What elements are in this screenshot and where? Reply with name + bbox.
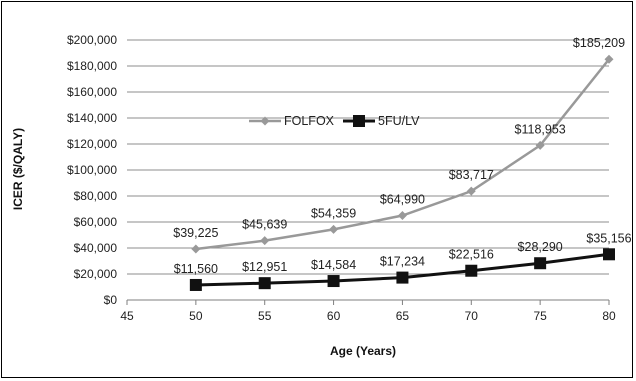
x-tick-label: 75 bbox=[533, 309, 547, 323]
x-tick-label: 70 bbox=[465, 309, 479, 323]
data-labels: $39,225 $45,639 $54,359 $64,990 $83,717 $118,… bbox=[173, 36, 631, 276]
data-label: $17,234 bbox=[380, 255, 425, 269]
y-tick-label: $200,000 bbox=[67, 33, 117, 47]
y-tick-label: $20,000 bbox=[74, 267, 118, 281]
data-point-folfox bbox=[329, 224, 339, 234]
x-tick-label: 60 bbox=[327, 309, 341, 323]
data-point-folfox bbox=[604, 54, 614, 64]
data-point-folfox bbox=[466, 186, 476, 196]
y-tick-label: $100,000 bbox=[67, 163, 117, 177]
data-label: $185,209 bbox=[573, 36, 625, 50]
x-tick-label: 55 bbox=[258, 309, 272, 323]
x-tick-label: 65 bbox=[396, 309, 410, 323]
data-point-5fu-lv bbox=[189, 278, 202, 291]
y-tick-label: $140,000 bbox=[67, 111, 117, 125]
x-tick-label: 45 bbox=[120, 309, 134, 323]
y-tick-label: $120,000 bbox=[67, 137, 117, 151]
x-axis-title: Age (Years) bbox=[330, 344, 396, 358]
series-layer bbox=[189, 54, 615, 291]
data-label: $83,717 bbox=[449, 168, 494, 182]
data-point-folfox bbox=[191, 244, 201, 254]
y-tick-label: $80,000 bbox=[74, 189, 118, 203]
legend-label: FOLFOX bbox=[284, 114, 335, 128]
y-tick-label: $40,000 bbox=[74, 241, 118, 255]
y-axis-title: ICER ($/QALY) bbox=[11, 128, 25, 210]
data-label: $45,639 bbox=[242, 218, 287, 232]
legend-label: 5FU/LV bbox=[378, 114, 420, 128]
legend-marker bbox=[353, 115, 365, 127]
x-tick-label: 80 bbox=[602, 309, 616, 323]
data-label: $118,953 bbox=[515, 122, 566, 136]
legend-marker bbox=[260, 116, 270, 126]
data-point-5fu-lv bbox=[258, 277, 271, 290]
data-point-folfox bbox=[397, 211, 407, 221]
data-label: $14,584 bbox=[311, 258, 356, 272]
x-axis-ticks: 45 50 55 60 65 70 75 80 bbox=[120, 300, 616, 323]
data-label: $35,156 bbox=[586, 231, 631, 245]
data-label: $28,290 bbox=[518, 240, 563, 254]
data-label: $11,560 bbox=[174, 262, 218, 276]
data-label: $64,990 bbox=[380, 193, 425, 207]
data-label: $39,225 bbox=[173, 226, 218, 240]
data-point-5fu-lv bbox=[465, 264, 478, 277]
data-point-5fu-lv bbox=[534, 257, 547, 270]
data-point-5fu-lv bbox=[396, 271, 409, 284]
y-tick-label: $0 bbox=[104, 293, 118, 307]
y-tick-label: $160,000 bbox=[67, 85, 117, 99]
y-tick-label: $180,000 bbox=[67, 59, 117, 73]
x-tick-label: 50 bbox=[189, 309, 203, 323]
y-tick-label: $60,000 bbox=[74, 215, 118, 229]
legend: FOLFOX 5FU/LV bbox=[249, 114, 420, 128]
data-point-folfox bbox=[260, 236, 270, 246]
data-label: $54,359 bbox=[311, 206, 356, 220]
data-point-5fu-lv bbox=[327, 275, 340, 288]
data-label: $12,951 bbox=[242, 260, 287, 274]
data-point-5fu-lv bbox=[603, 248, 615, 261]
data-point-folfox bbox=[535, 140, 545, 150]
y-axis-ticks: $0 $20,000 $40,000 $60,000 $80,000 $100,000 $1… bbox=[67, 33, 117, 307]
data-label: $22,516 bbox=[449, 248, 494, 262]
